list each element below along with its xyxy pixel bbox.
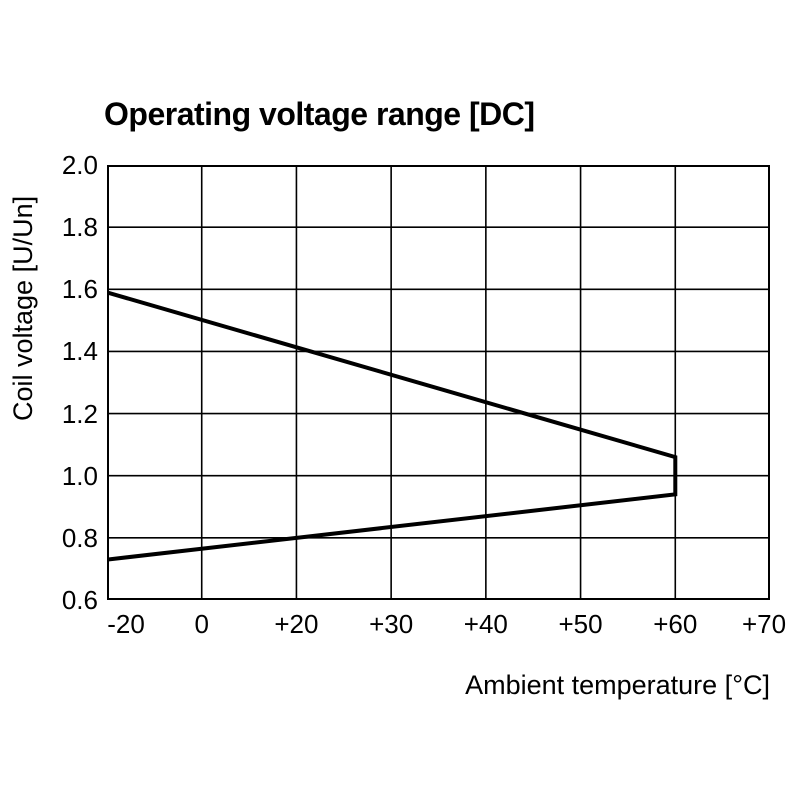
y-tick-label: 1.6: [61, 274, 98, 305]
y-tick-label: 0.8: [61, 522, 98, 553]
x-tick-label: +50: [558, 609, 603, 639]
data-line: [107, 290, 678, 562]
x-axis-label: Ambient temperature [°C]: [465, 670, 770, 700]
x-tick-label: +20: [274, 609, 319, 639]
x-tick-label: -20: [107, 609, 145, 639]
y-tick-label: 1.8: [61, 212, 98, 243]
x-tick-label: +60: [653, 609, 698, 639]
x-tick-label: +30: [369, 609, 414, 639]
y-axis-label: Coil voltage [U/Un]: [8, 195, 38, 421]
chart-title: Operating voltage range [DC]: [104, 96, 535, 132]
y-tick-label: 1.2: [61, 398, 98, 429]
y-tick-label: 1.0: [61, 460, 98, 491]
plot-border: [107, 165, 770, 600]
x-tick-label: +40: [463, 609, 508, 639]
x-tick-label: +70: [741, 609, 787, 639]
y-tick-label: 1.4: [61, 336, 98, 367]
y-tick-label: 2.0: [61, 150, 98, 180]
plot-canvas: [107, 165, 770, 600]
x-tick-label: 0: [194, 609, 209, 639]
grid-lines: [107, 165, 770, 600]
plot-area: [107, 165, 770, 600]
y-tick-label: 0.6: [61, 585, 98, 615]
